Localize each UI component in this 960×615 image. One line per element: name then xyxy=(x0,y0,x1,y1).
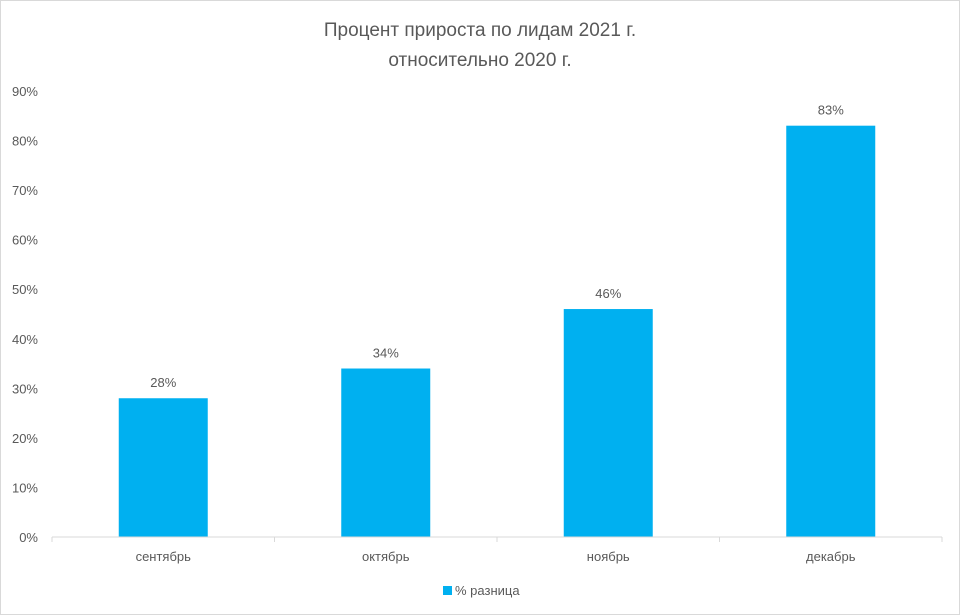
x-tick-label: сентябрь xyxy=(136,549,192,564)
y-tick-label: 10% xyxy=(12,480,38,495)
x-tick-label: декабрь xyxy=(806,549,856,564)
y-tick-label: 30% xyxy=(12,381,38,396)
data-label: 28% xyxy=(150,375,176,390)
y-tick-label: 0% xyxy=(19,530,38,545)
y-tick-label: 40% xyxy=(12,332,38,347)
legend-swatch xyxy=(443,586,452,595)
chart-title-line-2: относительно 2020 г. xyxy=(388,50,571,71)
y-tick-label: 70% xyxy=(12,183,38,198)
y-tick-label: 20% xyxy=(12,431,38,446)
legend: % разница xyxy=(443,583,520,598)
data-label: 34% xyxy=(373,346,399,361)
data-label: 83% xyxy=(818,103,844,118)
x-tick-label: ноябрь xyxy=(587,549,630,564)
y-tick-label: 50% xyxy=(12,282,38,297)
bar-ноябрь xyxy=(563,309,653,537)
bar-декабрь xyxy=(786,125,876,537)
data-label: 46% xyxy=(595,286,621,301)
bar-октябрь xyxy=(341,368,431,537)
legend-label: % разница xyxy=(455,583,520,598)
y-tick-label: 60% xyxy=(12,233,38,248)
x-tick-label: октябрь xyxy=(362,549,410,564)
bar-сентябрь xyxy=(118,398,208,537)
y-tick-label: 80% xyxy=(12,134,38,149)
chart-title-line-1: Процент прироста по лидам 2021 г. xyxy=(324,20,636,41)
y-tick-label: 90% xyxy=(12,84,38,99)
